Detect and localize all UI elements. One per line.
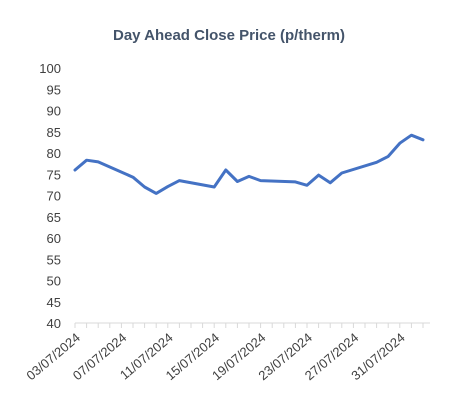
x-axis: 03/07/202407/07/202411/07/202415/07/2024…: [23, 322, 430, 383]
y-tick-label: 50: [47, 274, 61, 289]
chart-title: Day Ahead Close Price (p/therm): [113, 27, 345, 44]
y-tick-label: 80: [47, 146, 61, 161]
y-tick-label: 100: [39, 61, 61, 76]
series-layer: [73, 133, 425, 195]
series-line: [73, 133, 425, 195]
y-tick-label: 60: [47, 231, 61, 246]
y-axis: 40 45 50 55 60 65 70 75 80 85 90 95 100: [39, 61, 61, 331]
y-tick-label: 70: [47, 189, 61, 204]
y-tick-label: 90: [47, 104, 61, 119]
y-tick-label: 75: [47, 167, 61, 182]
y-tick-label: 65: [47, 210, 61, 225]
y-tick-label: 85: [47, 125, 61, 140]
y-tick-label: 40: [47, 316, 61, 331]
y-tick-label: 95: [47, 82, 61, 97]
y-tick-label: 55: [47, 252, 61, 267]
y-tick-label: 45: [47, 295, 61, 310]
